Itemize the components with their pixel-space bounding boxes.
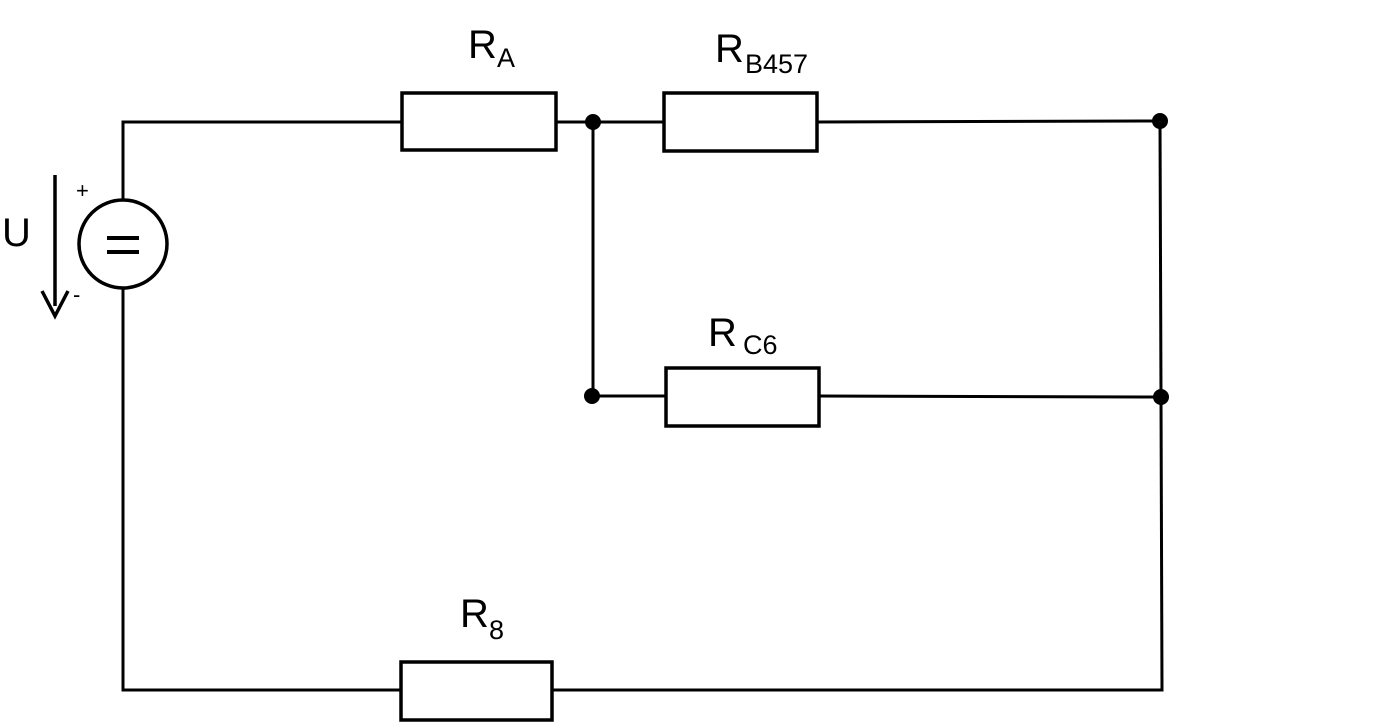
label-ra-subscript: A: [497, 43, 515, 73]
junction-top-right: [1152, 113, 1168, 129]
junction-mid-left: [584, 388, 600, 404]
resistor-rc6: [664, 366, 821, 428]
label-r8-subscript: 8: [489, 615, 504, 645]
label-rb457-subscript: B457: [745, 49, 808, 79]
junction-mid-right: [1153, 389, 1169, 405]
label-rc6-letter: R: [708, 311, 737, 355]
junction-top-left: [585, 114, 601, 130]
resistor-rb457: [662, 91, 819, 153]
resistor-r8: [399, 660, 554, 722]
dc-source-icon: [77, 198, 169, 290]
wire-right-upper: [1158, 119, 1163, 399]
label-ra-letter: R: [468, 23, 497, 67]
wires: [121, 119, 1164, 692]
wire-right-lower: [1159, 395, 1164, 692]
junctions: [584, 113, 1169, 405]
wire-mid-right: [817, 394, 1163, 399]
wire-top-right: [815, 119, 1162, 124]
label-r8-letter: R: [460, 592, 489, 636]
plus-sign: +: [76, 178, 89, 203]
voltage-source: [40, 175, 169, 320]
resistor-ra: [400, 91, 558, 152]
label-rc6-subscript: C6: [743, 330, 778, 360]
label-ra: RA: [468, 23, 515, 73]
label-r8: R8: [460, 592, 504, 645]
label-rb457: RB457: [715, 27, 808, 79]
label-rb457-letter: R: [715, 27, 744, 71]
label-rc6: R C6: [708, 311, 778, 360]
voltage-label: U: [2, 211, 31, 255]
minus-sign: -: [73, 282, 80, 307]
voltage-arrow-head-icon: [40, 290, 70, 320]
resistors: [399, 91, 821, 722]
